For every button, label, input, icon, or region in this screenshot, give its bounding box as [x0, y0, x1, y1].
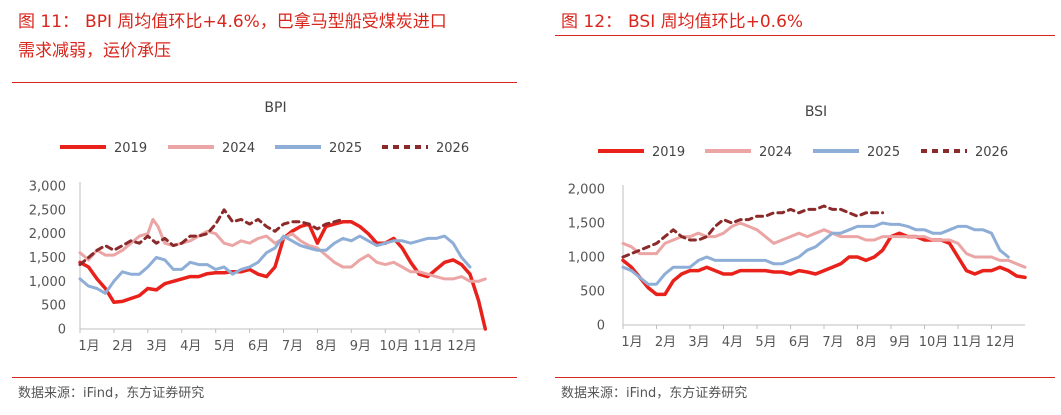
x-tick-label: 6月	[789, 335, 810, 350]
legend-label-2019: 2019	[652, 145, 685, 160]
y-tick-label: 1,500	[568, 217, 605, 232]
series-line-2025	[621, 221, 1010, 286]
bsi-line-chart: BSI 2019 2024 2025 2026 0 500 1,000 1,500 2,000 1月…	[568, 104, 1027, 350]
series-line-2026	[78, 208, 345, 267]
top-divider	[12, 82, 517, 83]
figure-title: 图 12： BSI 周均值环比+0.6%	[561, 8, 1061, 37]
x-tick-label: 4月	[722, 335, 743, 350]
figure-title: 图 11： BPI 周均值环比+4.6%，巴拿马型船受煤炭进口 需求减弱，运价承压	[18, 8, 518, 66]
x-tick-label: 2月	[655, 335, 676, 350]
y-tick-label: 2,500	[29, 203, 66, 218]
x-tick-label: 7月	[822, 335, 843, 350]
x-tick-label: 1月	[78, 339, 99, 354]
x-tick-label: 8月	[856, 335, 877, 350]
legend-label-2025: 2025	[329, 141, 362, 156]
figure-title-line1: BPI 周均值环比+4.6%，巴拿马型船受煤炭进口	[85, 12, 447, 32]
y-tick-label: 1,000	[568, 251, 605, 266]
x-tick-label: 6月	[248, 339, 269, 354]
figure-title-line1: BSI 周均值环比+0.6%	[628, 12, 804, 32]
y-tick-label: 500	[41, 299, 66, 314]
series-line-2025	[78, 234, 472, 295]
legend-label-2025: 2025	[867, 145, 900, 160]
y-tick-label: 0	[597, 319, 605, 334]
y-tick-label: 2,000	[568, 183, 605, 198]
x-tick-label: 5月	[755, 335, 776, 350]
x-tick-label: 11月	[952, 335, 982, 350]
series-line-2024	[621, 221, 1027, 269]
y-tick-label: 1,500	[29, 251, 66, 266]
x-tick-label: 10月	[379, 339, 409, 354]
x-tick-label: 9月	[350, 339, 371, 354]
x-tick-label: 10月	[919, 335, 949, 350]
x-tick-label: 3月	[688, 335, 709, 350]
source-note: 数据来源：iFind，东方证券研究	[18, 386, 205, 401]
figure-number: 图 12：	[561, 12, 623, 32]
y-tick-label: 500	[580, 285, 605, 300]
legend-label-2019: 2019	[114, 141, 147, 156]
bpi-line-chart: BPI 2019 2024 2025 2026 0 500 1,000 1,500 2,000 2,…	[29, 100, 488, 354]
y-tick-label: 0	[58, 323, 66, 338]
y-tick-label: 3,000	[29, 180, 66, 195]
x-tick-label: 11月	[413, 339, 443, 354]
chart-panel-bsi: 图 12： BSI 周均值环比+0.6% BSI 2019 2024 2025 2026 0…	[543, 0, 1061, 415]
x-tick-label: 3月	[146, 339, 167, 354]
series-line-2026	[621, 204, 885, 259]
chart-title: BSI	[805, 104, 827, 120]
legend-label-2026: 2026	[975, 145, 1008, 160]
x-tick-label: 7月	[282, 339, 303, 354]
chart-title: BPI	[264, 100, 286, 116]
y-tick-label: 1,000	[29, 275, 66, 290]
x-tick-label: 8月	[316, 339, 337, 354]
x-tick-label: 5月	[214, 339, 235, 354]
y-tick-label: 2,000	[29, 227, 66, 242]
source-note: 数据来源：iFind，东方证券研究	[561, 386, 748, 401]
legend-label-2026: 2026	[436, 141, 469, 156]
bottom-divider	[12, 377, 517, 378]
top-divider	[555, 35, 1055, 36]
legend-label-2024: 2024	[759, 145, 792, 160]
legend-label-2024: 2024	[222, 141, 255, 156]
x-tick-label: 12月	[447, 339, 477, 354]
x-tick-label: 1月	[621, 335, 642, 350]
bottom-divider	[555, 377, 1055, 378]
x-tick-label: 9月	[889, 335, 910, 350]
x-tick-label: 4月	[180, 339, 201, 354]
figure-title-line2: 需求减弱，运价承压	[18, 41, 171, 61]
figure-number: 图 11：	[18, 12, 80, 32]
series-line-2019	[621, 231, 1027, 297]
x-tick-label: 12月	[986, 335, 1016, 350]
x-tick-label: 2月	[112, 339, 133, 354]
chart-panel-bpi: 图 11： BPI 周均值环比+4.6%，巴拿马型船受煤炭进口 需求减弱，运价承压…	[0, 0, 525, 415]
